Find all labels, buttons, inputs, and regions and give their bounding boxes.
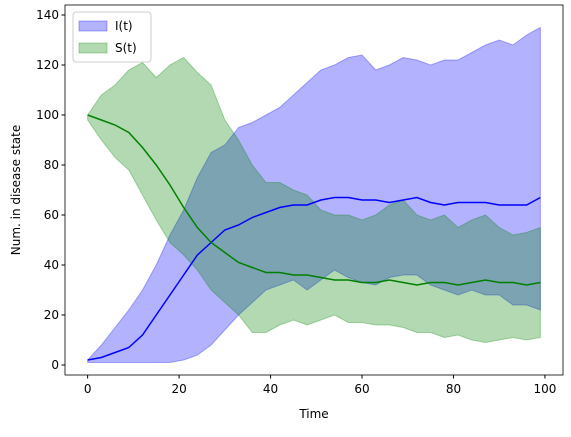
legend-swatch — [78, 20, 108, 32]
band — [87, 56, 541, 344]
y-tick-label: 120 — [36, 58, 59, 72]
y-tick-label: 20 — [44, 308, 59, 322]
x-tick-label: 40 — [263, 382, 278, 396]
y-tick-label: 0 — [51, 358, 59, 372]
y-tick-label: 60 — [44, 208, 59, 222]
line — [87, 196, 541, 361]
legend-label: I(t) — [115, 19, 133, 33]
legend-swatch — [78, 42, 108, 54]
y-tick-label: 80 — [44, 158, 59, 172]
x-tick-label: 60 — [354, 382, 369, 396]
plot-frame — [64, 4, 564, 376]
x-axis-label: Time — [298, 407, 328, 421]
x-tick-label: 100 — [533, 382, 556, 396]
x-tick-label: 0 — [84, 382, 92, 396]
x-tick-label: 80 — [446, 382, 461, 396]
y-axis-label: Num. in disease state — [9, 125, 23, 255]
legend-box — [72, 11, 152, 63]
y-tick-label: 40 — [44, 258, 59, 272]
band — [87, 26, 541, 363]
legend-label: S(t) — [115, 41, 137, 55]
y-tick-label: 140 — [36, 8, 59, 22]
y-tick-label: 100 — [36, 108, 59, 122]
x-tick-label: 20 — [171, 382, 186, 396]
line — [87, 114, 541, 286]
